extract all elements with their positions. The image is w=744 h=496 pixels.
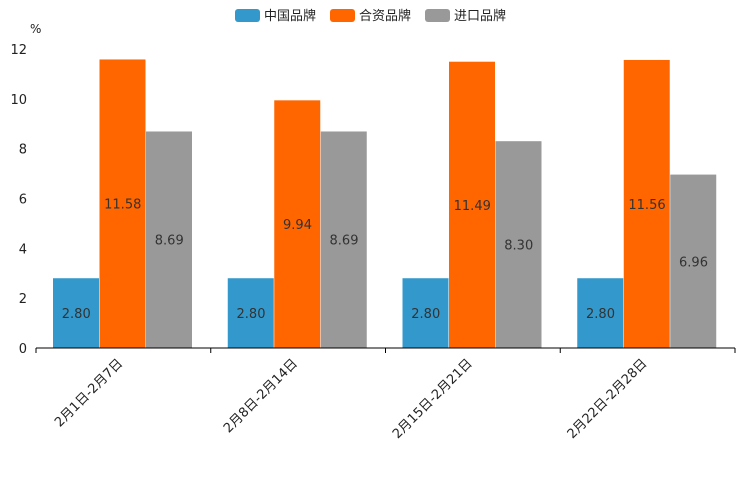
bar-1-4[interactable]	[577, 278, 624, 348]
bar-2-3[interactable]	[449, 61, 495, 349]
y-axis: 0 2 4 6 8 10 12	[10, 43, 27, 357]
y-tick-label: 2	[19, 292, 27, 307]
y-tick-label: 12	[10, 43, 27, 58]
bar-1-1[interactable]	[53, 278, 99, 348]
legend-label-2[interactable]: 合资品牌	[359, 8, 411, 24]
bar-3-3[interactable]	[495, 141, 542, 348]
data-label-1-1: 2.80	[62, 307, 91, 322]
data-label-2-1: 11.58	[104, 198, 141, 213]
x-axis: 2月1日-2月7日 2月8日-2月14日 2月15日-2月21日 2月22日-2月28…	[35, 347, 736, 442]
y-tick-label: 4	[19, 242, 27, 257]
bar-2-2[interactable]	[274, 100, 321, 348]
data-label-1-3: 2.80	[411, 307, 440, 322]
y-tick-label: 6	[19, 193, 27, 208]
data-label-1-2: 2.80	[237, 307, 266, 322]
data-label-3-2: 8.69	[330, 234, 359, 249]
x-category-label: 2月8日-2月14日	[221, 356, 301, 436]
bar-3-2[interactable]	[320, 131, 367, 348]
bar-1-2[interactable]	[227, 278, 274, 348]
data-label-3-3: 8.30	[504, 239, 533, 254]
data-label-2-4: 11.56	[628, 198, 665, 213]
legend-swatch-2[interactable]	[330, 9, 355, 22]
data-label-2-2: 9.94	[283, 218, 312, 233]
data-label-2-3: 11.49	[454, 199, 491, 214]
data-label-3-1: 8.69	[155, 234, 184, 249]
bar-3-1[interactable]	[146, 131, 192, 348]
legend-label-1[interactable]: 中国品牌	[264, 8, 316, 24]
y-tick-label: 10	[10, 93, 27, 108]
x-category-label: 2月22日-2月28日	[565, 356, 651, 442]
legend-label-3[interactable]: 进口品牌	[454, 8, 506, 24]
y-tick-label: 0	[19, 342, 27, 357]
x-category-label: 2月15日-2月21日	[390, 356, 476, 442]
legend-swatch-1[interactable]	[235, 9, 260, 22]
y-tick-label: 8	[19, 143, 27, 158]
bar-1-3[interactable]	[402, 278, 449, 348]
legend-swatch-3[interactable]	[425, 9, 450, 22]
bar-3-4[interactable]	[670, 174, 717, 348]
legend: 中国品牌 合资品牌 进口品牌	[235, 8, 506, 24]
bar-2-4[interactable]	[623, 59, 670, 349]
y-axis-unit-label: %	[30, 22, 41, 36]
bar-2-1[interactable]	[99, 59, 146, 349]
x-category-label: 2月1日-2月7日	[52, 356, 126, 430]
data-label-3-4: 6.96	[679, 255, 708, 270]
data-label-1-4: 2.80	[586, 307, 615, 322]
bars: 2.80 11.58 8.69 2.80 9.94 8.69 2.80 11.49 8.30 2.…	[53, 59, 717, 349]
